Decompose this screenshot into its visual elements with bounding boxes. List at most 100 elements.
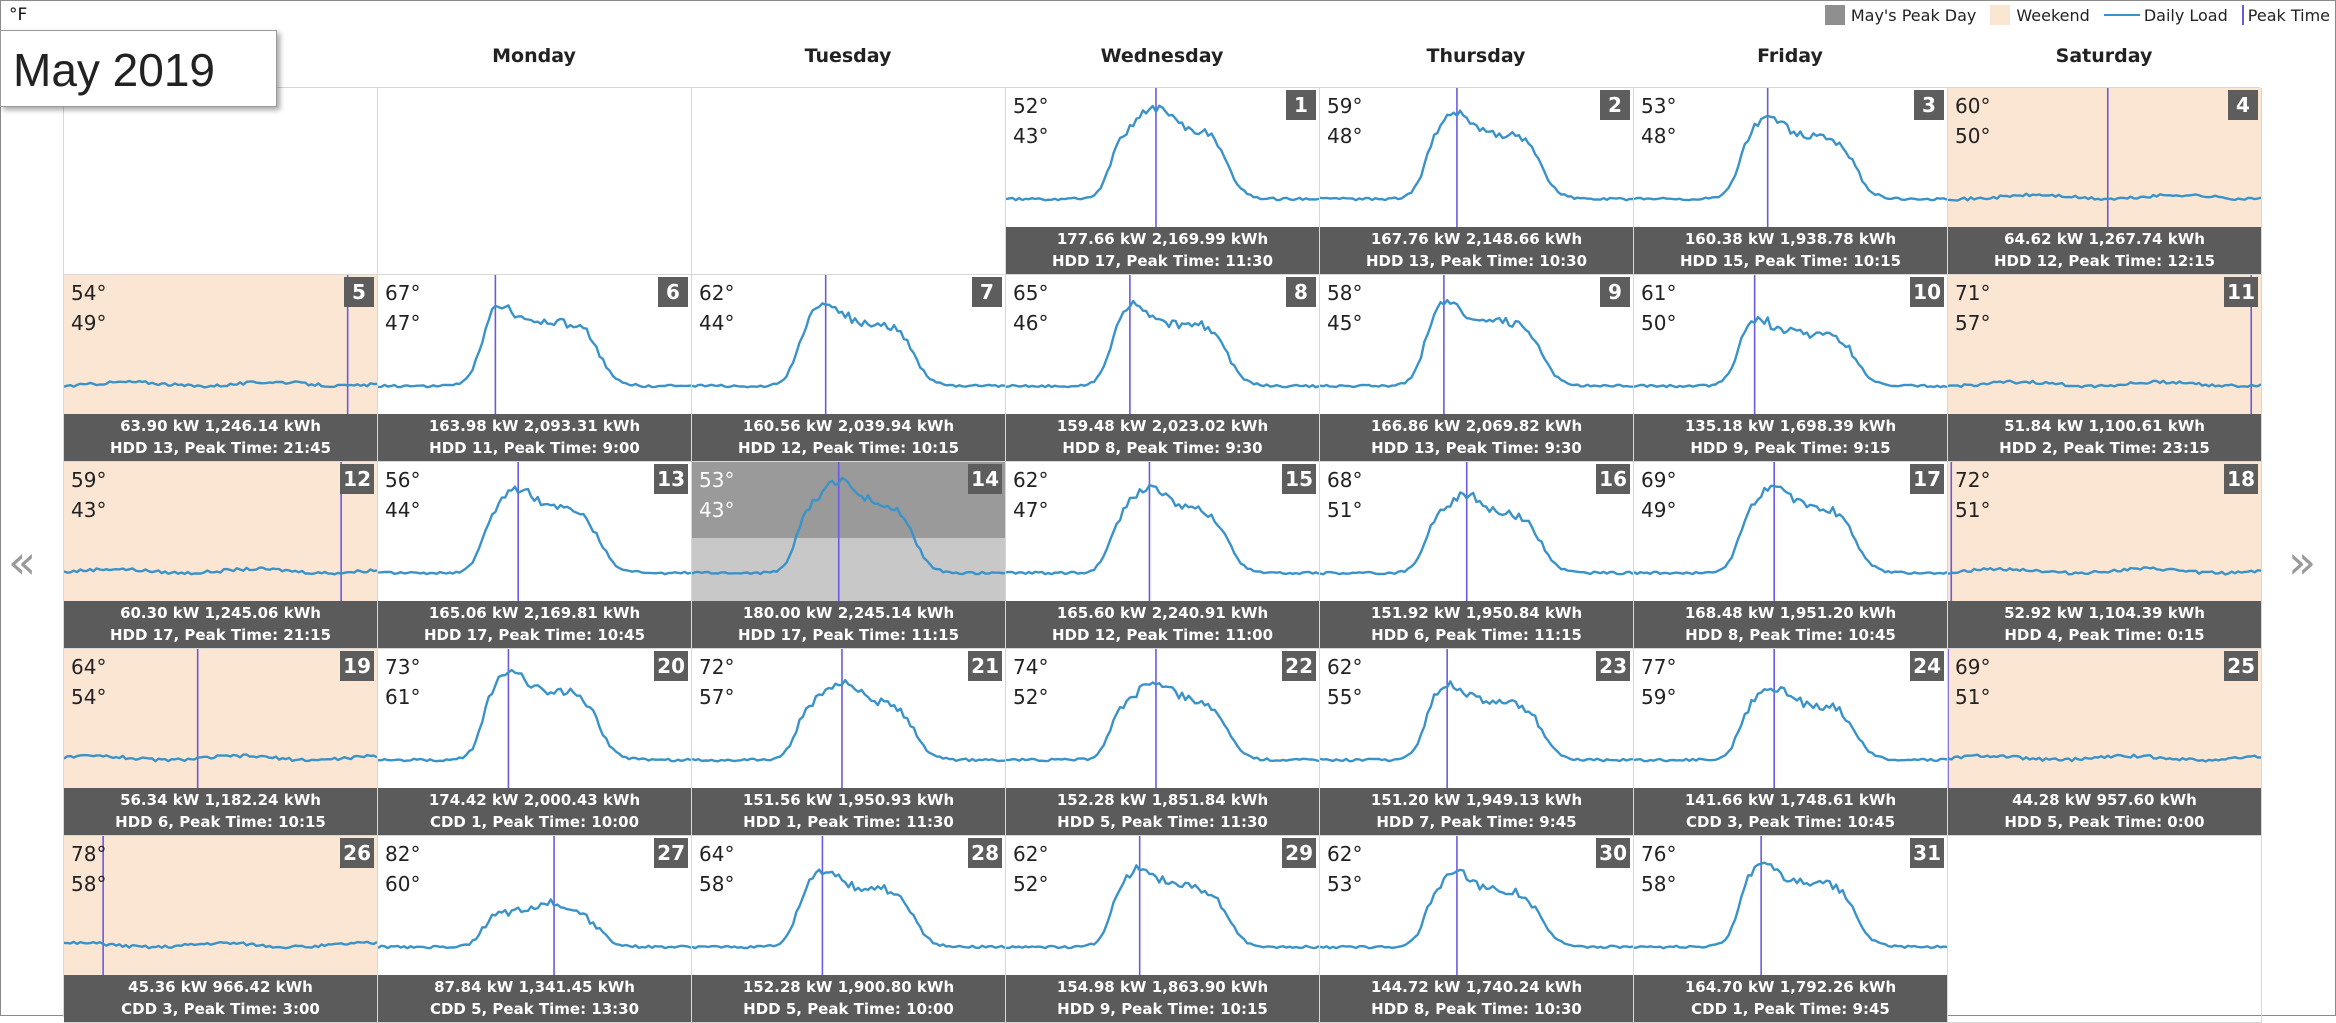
weekday-label-tuesday: Tuesday xyxy=(804,45,892,67)
previous-month-icon[interactable]: « xyxy=(8,535,37,589)
empty-day-cell xyxy=(378,88,692,275)
day-cell-19[interactable]: 64° 54° 19 56.34 kW 1,182.24 kWh HDD 6, Peak… xyxy=(64,649,378,836)
day-summary-footer: 56.34 kW 1,182.24 kWh HDD 6, Peak Time: 1… xyxy=(64,788,377,835)
day-temperatures: 74° 52° xyxy=(1013,652,1048,712)
day-cell-28[interactable]: 64° 58° 28 152.28 kW 1,900.80 kWh HDD 5, Pea… xyxy=(692,836,1006,1023)
day-cell-26[interactable]: 78° 58° 26 45.36 kW 966.42 kWh CDD 3, Peak T… xyxy=(64,836,378,1023)
day-temperatures: 82° 60° xyxy=(385,839,420,899)
day-cell-20[interactable]: 73° 61° 20 174.42 kW 2,000.43 kWh CDD 1, Pea… xyxy=(378,649,692,836)
day-degree-days-peak-time: HDD 12, Peak Time: 11:00 xyxy=(1051,626,1274,644)
daily-load-line xyxy=(378,485,691,576)
day-cell-16[interactable]: 68° 51° 16 151.92 kW 1,950.84 kWh HDD 6, Pea… xyxy=(1320,462,1634,649)
low-temperature: 50° xyxy=(1641,311,1677,335)
day-degree-days-peak-time: HDD 17, Peak Time: 21:15 xyxy=(109,626,332,644)
day-cell-5[interactable]: 54° 49° 5 63.90 kW 1,246.14 kWh HDD 13, Peak… xyxy=(64,275,378,462)
day-cell-10[interactable]: 61° 50° 10 135.18 kW 1,698.39 kWh HDD 9, Pea… xyxy=(1634,275,1948,462)
day-cell-3[interactable]: 53° 48° 3 160.38 kW 1,938.78 kWh HDD 15, Pea… xyxy=(1634,88,1948,275)
day-degree-days-peak-time: CDD 3, Peak Time: 3:00 xyxy=(121,1000,320,1018)
day-load-summary: 144.72 kW 1,740.24 kWh xyxy=(1370,978,1583,996)
month-title: May 2019 xyxy=(13,44,216,96)
daily-load-line xyxy=(1320,680,1633,763)
day-cell-31[interactable]: 76° 58° 31 164.70 kW 1,792.26 kWh CDD 1, Pea… xyxy=(1634,836,1948,1023)
day-plot-background xyxy=(378,462,691,601)
day-cell-11[interactable]: 71° 57° 11 51.84 kW 1,100.61 kWh HDD 2, Peak… xyxy=(1948,275,2262,462)
day-cell-15[interactable]: 62° 47° 15 165.60 kW 2,240.91 kWh HDD 12, Pe… xyxy=(1006,462,1320,649)
day-number-badge: 16 xyxy=(1596,464,1630,494)
day-cell-1[interactable]: 52° 43° 1 177.66 kW 2,169.99 kWh HDD 17, Pea… xyxy=(1006,88,1320,275)
day-number-badge: 8 xyxy=(1286,277,1316,307)
day-cell-25[interactable]: 69° 51° 25 44.28 kW 957.60 kWh HDD 5, Peak T… xyxy=(1948,649,2262,836)
day-cell-27[interactable]: 82° 60° 27 87.84 kW 1,341.45 kWh CDD 5, Peak… xyxy=(378,836,692,1023)
daily-load-chart xyxy=(692,649,1005,788)
day-degree-days-peak-time: HDD 11, Peak Time: 9:00 xyxy=(429,439,640,457)
low-temperature: 43° xyxy=(71,498,107,522)
day-cell-18[interactable]: 72° 51° 18 52.92 kW 1,104.39 kWh HDD 4, Peak… xyxy=(1948,462,2262,649)
daily-load-line xyxy=(1320,298,1633,389)
day-cell-7[interactable]: 62° 44° 7 160.56 kW 2,039.94 kWh HDD 12, Pea… xyxy=(692,275,1006,462)
day-temperatures: 54° 49° xyxy=(71,278,106,338)
day-degree-days-peak-time: HDD 5, Peak Time: 0:00 xyxy=(2004,813,2205,831)
day-cell-17[interactable]: 69° 49° 17 168.48 kW 1,951.20 kWh HDD 8, Pea… xyxy=(1634,462,1948,649)
day-summary-footer: 167.76 kW 2,148.66 kWh HDD 13, Peak Time:… xyxy=(1320,227,1633,274)
day-cell-24[interactable]: 77° 59° 24 141.66 kW 1,748.61 kWh CDD 3, Pea… xyxy=(1634,649,1948,836)
high-temperature: 74° xyxy=(1013,655,1049,679)
day-degree-days-peak-time: HDD 5, Peak Time: 10:00 xyxy=(743,1000,954,1018)
day-cell-8[interactable]: 65° 46° 8 159.48 kW 2,023.02 kWh HDD 8, Peak… xyxy=(1006,275,1320,462)
next-month-icon[interactable]: » xyxy=(2288,535,2317,589)
low-temperature: 45° xyxy=(1327,311,1363,335)
daily-load-line xyxy=(1006,104,1319,202)
day-cell-22[interactable]: 74° 52° 22 152.28 kW 1,851.84 kWh HDD 5, Pea… xyxy=(1006,649,1320,836)
day-load-summary: 164.70 kW 1,792.26 kWh xyxy=(1684,978,1897,996)
low-temperature: 47° xyxy=(1013,498,1049,522)
day-summary-footer: 144.72 kW 1,740.24 kWh HDD 8, Peak Time: … xyxy=(1320,975,1633,1022)
day-temperatures: 62° 47° xyxy=(1013,465,1048,525)
low-temperature: 54° xyxy=(71,685,107,709)
day-cell-30[interactable]: 62° 53° 30 144.72 kW 1,740.24 kWh HDD 8, Pea… xyxy=(1320,836,1634,1023)
day-summary-footer: 44.28 kW 957.60 kWh HDD 5, Peak Time: 0:0… xyxy=(1948,788,2261,835)
day-number-badge: 14 xyxy=(968,464,1002,494)
day-plot-background xyxy=(1320,836,1633,975)
day-cell-29[interactable]: 62° 52° 29 154.98 kW 1,863.90 kWh HDD 9, Pea… xyxy=(1006,836,1320,1023)
low-temperature: 49° xyxy=(71,311,107,335)
day-degree-days-peak-time: CDD 3, Peak Time: 10:45 xyxy=(1685,813,1896,831)
day-load-summary: 180.00 kW 2,245.14 kWh xyxy=(742,604,955,622)
day-load-summary: 63.90 kW 1,246.14 kWh xyxy=(120,417,321,435)
day-cell-4[interactable]: 60° 50° 4 64.62 kW 1,267.74 kWh HDD 12, Peak… xyxy=(1948,88,2262,275)
day-temperatures: 59° 48° xyxy=(1327,91,1362,151)
high-temperature: 77° xyxy=(1641,655,1677,679)
day-plot-background xyxy=(1634,88,1947,227)
day-cell-9[interactable]: 58° 45° 9 166.86 kW 2,069.82 kWh HDD 13, Pea… xyxy=(1320,275,1634,462)
day-plot-background xyxy=(1006,275,1319,414)
day-load-summary: 60.30 kW 1,245.06 kWh xyxy=(120,604,321,622)
day-load-summary: 44.28 kW 957.60 kWh xyxy=(2012,791,2197,809)
legend-swatch-peak-time xyxy=(2241,5,2244,25)
daily-load-line xyxy=(692,868,1005,950)
day-load-summary: 160.56 kW 2,039.94 kWh xyxy=(742,417,955,435)
day-degree-days-peak-time: HDD 7, Peak Time: 9:45 xyxy=(1376,813,1577,831)
day-number-badge: 9 xyxy=(1600,277,1630,307)
daily-load-line xyxy=(692,678,1005,763)
daily-load-line xyxy=(692,302,1005,389)
day-cell-23[interactable]: 62° 55° 23 151.20 kW 1,949.13 kWh HDD 7, Pea… xyxy=(1320,649,1634,836)
day-degree-days-peak-time: HDD 4, Peak Time: 0:15 xyxy=(2004,626,2205,644)
high-temperature: 64° xyxy=(71,655,107,679)
day-summary-footer: 151.56 kW 1,950.93 kWh HDD 1, Peak Time: … xyxy=(692,788,1005,835)
daily-load-line xyxy=(692,476,1005,576)
daily-load-line xyxy=(1948,192,2261,202)
high-temperature: 52° xyxy=(1013,94,1049,118)
high-temperature: 59° xyxy=(71,468,107,492)
daily-load-line xyxy=(1006,681,1319,763)
day-cell-6[interactable]: 67° 47° 6 163.98 kW 2,093.31 kWh HDD 11, Pea… xyxy=(378,275,692,462)
day-plot-background xyxy=(692,649,1005,788)
day-cell-13[interactable]: 56° 44° 13 165.06 kW 2,169.81 kWh HDD 17, Pe… xyxy=(378,462,692,649)
daily-load-line xyxy=(64,940,377,950)
day-cell-14[interactable]: 53° 43° 14 180.00 kW 2,245.14 kWh HDD 17, Pe… xyxy=(692,462,1006,649)
daily-load-line xyxy=(1006,483,1319,576)
day-cell-21[interactable]: 72° 57° 21 151.56 kW 1,950.93 kWh HDD 1, Pea… xyxy=(692,649,1006,836)
day-cell-2[interactable]: 59° 48° 2 167.76 kW 2,148.66 kWh HDD 13, Pea… xyxy=(1320,88,1634,275)
day-degree-days-peak-time: HDD 8, Peak Time: 9:30 xyxy=(1062,439,1263,457)
legend-item-peak-time: Peak Time xyxy=(2241,5,2330,25)
day-summary-footer: 151.92 kW 1,950.84 kWh HDD 6, Peak Time: … xyxy=(1320,601,1633,648)
low-temperature: 43° xyxy=(1013,124,1049,148)
day-cell-12[interactable]: 59° 43° 12 60.30 kW 1,245.06 kWh HDD 17, Pea… xyxy=(64,462,378,649)
